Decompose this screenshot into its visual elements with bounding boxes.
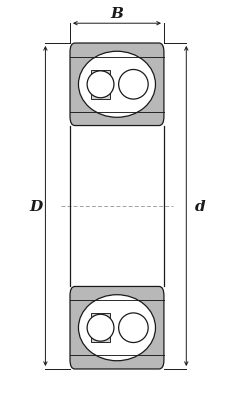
- Bar: [91, 71, 110, 100]
- Ellipse shape: [119, 70, 148, 100]
- Text: B: B: [110, 7, 123, 21]
- Ellipse shape: [87, 71, 114, 98]
- FancyBboxPatch shape: [70, 287, 164, 369]
- Ellipse shape: [87, 315, 114, 342]
- Text: d: d: [195, 199, 206, 214]
- Ellipse shape: [79, 295, 155, 361]
- Ellipse shape: [119, 313, 148, 343]
- FancyBboxPatch shape: [70, 44, 164, 126]
- Bar: [91, 313, 110, 342]
- Text: D: D: [30, 199, 43, 214]
- Ellipse shape: [79, 52, 155, 118]
